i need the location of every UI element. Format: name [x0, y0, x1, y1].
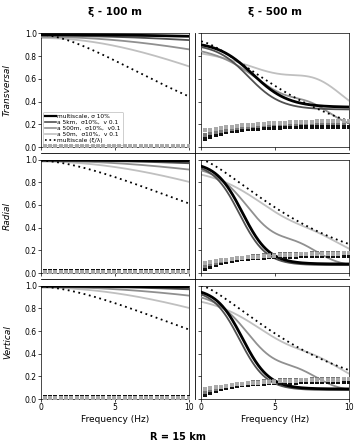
Text: ξ - 500 m: ξ - 500 m — [248, 7, 302, 17]
Text: Vertical: Vertical — [3, 326, 12, 359]
Legend: multiscale, σ 10%, a 5km,  σ10%,  v 0.1, a 500m,  σ10%,  v0.1, a 50m,  σ10%,  v : multiscale, σ 10%, a 5km, σ10%, v 0.1, a… — [43, 112, 123, 145]
Text: ξ - 100 m: ξ - 100 m — [88, 7, 142, 17]
Text: Transversal: Transversal — [3, 64, 12, 116]
X-axis label: Frequency (Hz): Frequency (Hz) — [241, 415, 309, 424]
Text: R = 15 km: R = 15 km — [150, 433, 206, 442]
X-axis label: Frequency (Hz): Frequency (Hz) — [81, 415, 149, 424]
Text: Radial: Radial — [3, 202, 12, 230]
